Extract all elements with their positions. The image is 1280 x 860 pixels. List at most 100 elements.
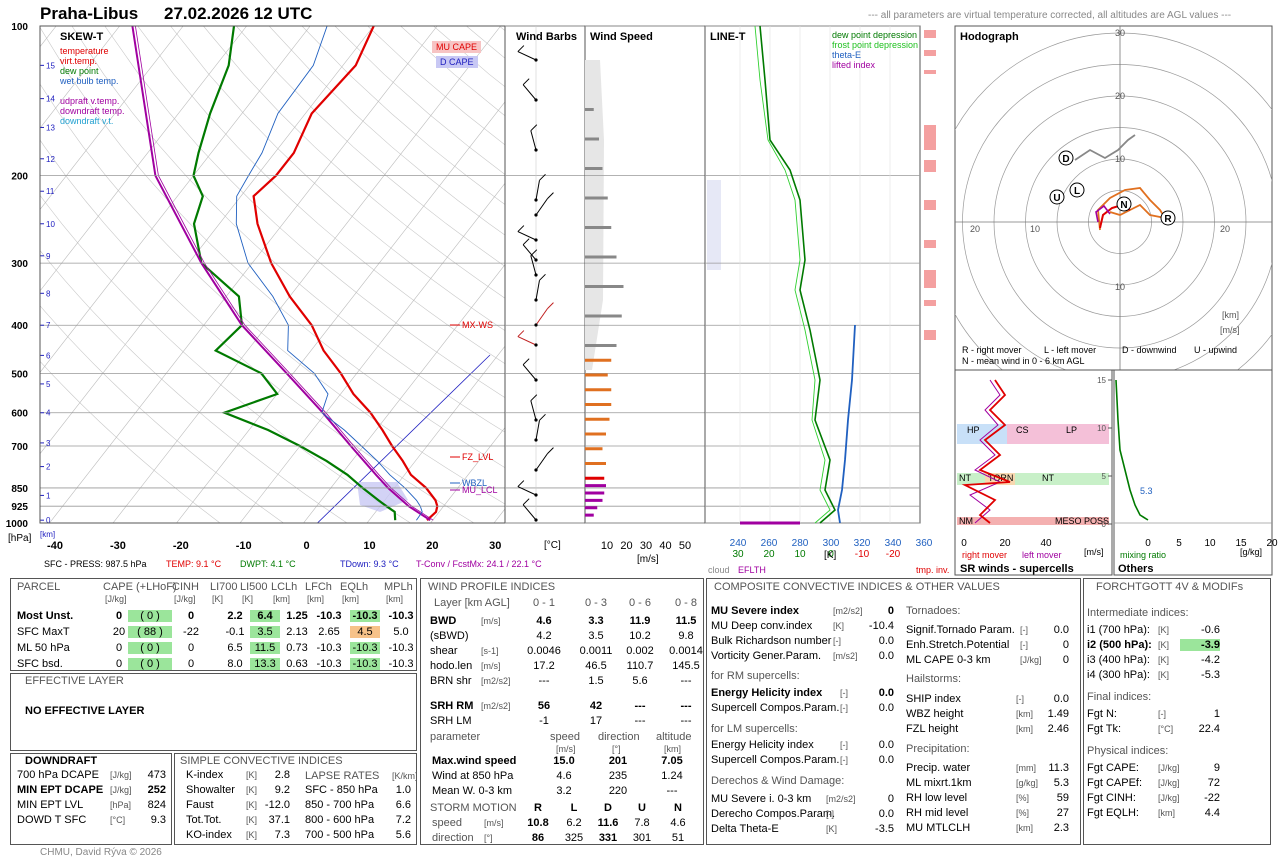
wind-speed-bar	[585, 373, 608, 377]
km-tick-label: 10	[46, 220, 55, 229]
others-value: 5.3	[1140, 486, 1153, 496]
wind-barb-flag	[517, 480, 525, 487]
parcel-cell: 0	[115, 658, 123, 670]
wspeed-tick-label: 20	[620, 540, 632, 552]
effective-title: EFFECTIVE LAYER	[25, 675, 124, 687]
fgt-final-title: Final indices:	[1087, 691, 1152, 703]
composite-row-unit: [mm]	[1016, 763, 1036, 773]
composite-row-name: Derecho Compos.Param.	[711, 808, 836, 820]
wind-barb-dot	[534, 98, 538, 102]
wind-barb-staff	[535, 308, 548, 326]
composite-row-value: 0.0	[878, 739, 894, 751]
wind-speed-bar	[585, 344, 617, 347]
storm-cell: 4.6	[670, 817, 686, 829]
storm-motion-marker	[1058, 150, 1074, 166]
km-tick-label: 8	[46, 289, 51, 298]
linet-top-tick: 320	[854, 538, 871, 549]
legend-frost-depression: frost point depression	[832, 40, 919, 50]
wind-barb-flag	[517, 225, 525, 232]
isotherm-line	[40, 26, 311, 373]
wspeed-tick-label: 40	[659, 540, 671, 552]
sr-zone-label: HP	[967, 425, 980, 435]
simple-row-name: Showalter	[186, 784, 235, 796]
fgt-row-unit: [K]	[1158, 655, 1170, 665]
temp-inversion-bar	[924, 280, 936, 288]
simple-row-name: KO-index	[186, 829, 232, 841]
parcel-col-unit: [K]	[212, 594, 224, 604]
simple-row-unit: [K]	[246, 785, 258, 795]
linet-frame	[704, 25, 921, 524]
dry-adiabat-line	[137, 26, 505, 365]
wp-param-cell: ---	[666, 785, 678, 797]
wp-cell: 11.5	[675, 615, 697, 627]
parcel-title: PARCEL	[17, 581, 61, 593]
linet-bottom-tick: -20	[886, 549, 901, 560]
fgt-inter-title: Intermediate indices:	[1087, 607, 1189, 619]
composite-row-name: RH mid level	[906, 807, 969, 819]
storm-row-unit: [°]	[484, 833, 493, 843]
composite-row-value: 0.0	[878, 808, 894, 820]
composite-row-name: Supercell Compos.Param.	[711, 754, 840, 766]
wp-row-name: hodo.len	[430, 660, 473, 672]
temp-inversion-bar	[924, 125, 936, 150]
wind-barb-staff	[535, 180, 540, 201]
composite-row-unit: [K]	[833, 621, 845, 631]
wp-cell: 42	[589, 700, 603, 712]
wp-param-cell: 201	[608, 755, 628, 767]
downdraft-box	[10, 753, 172, 845]
parcel-cell: 0.73	[286, 642, 308, 654]
composite-row-name: RH low level	[906, 792, 968, 804]
wp-cell: -1	[539, 715, 549, 727]
wp-row-name: SRH LM	[430, 715, 472, 727]
sr-x-tick: 40	[1040, 538, 1052, 549]
dry-adiabat-line	[170, 26, 505, 331]
composite-row-value: 11.3	[1048, 762, 1069, 774]
wp-cell: 56	[537, 700, 551, 712]
hodo-tick-label: 10	[1115, 282, 1125, 292]
sfc-press-info: SFC - PRESS: 987.5 hPa	[44, 559, 147, 569]
storm-col-header: N	[674, 802, 682, 814]
isotherm-line	[49, 26, 438, 523]
sr-zone-label: CS	[1016, 425, 1029, 435]
parcel-row-name: Most Unst.	[17, 610, 74, 622]
parcel-cell: -10.3	[316, 642, 342, 654]
dry-adiabat-line	[203, 26, 505, 299]
sr-x-tick: 20	[999, 538, 1011, 549]
wbzl-line	[316, 354, 491, 523]
hodo-legend-n: N - mean wind in 0 - 6 km AGL	[962, 356, 1085, 366]
wind-barb-dot	[534, 58, 538, 62]
composite-row-unit: [%]	[1016, 808, 1030, 818]
composite-row-value: 2.46	[1047, 723, 1069, 735]
composite-row-unit: [m2/s2]	[833, 606, 863, 616]
wind-barb-staff	[517, 336, 537, 346]
wind-barb-flag	[530, 124, 538, 132]
wind-speed-bar	[585, 137, 599, 141]
wp-row-unit: [s-1]	[481, 646, 499, 656]
km-tick-label: 1	[46, 491, 51, 500]
wind-profile-title: WIND PROFILE INDICES	[428, 581, 556, 593]
simple-row-value: 37.1	[268, 814, 290, 826]
storm-col-header: R	[534, 802, 542, 814]
sr-zone-label: NM	[959, 516, 973, 526]
km-tick-label: 11	[46, 187, 55, 196]
km-tick-label: 14	[46, 95, 55, 104]
linet-top-tick: 300	[823, 538, 840, 549]
wind-barb-flag	[547, 302, 554, 309]
composite-row-unit: [-]	[1020, 625, 1028, 635]
parcel-cell: -0.1	[225, 626, 245, 638]
sounding-charts: 1002003004005006007008509251000151413121…	[6, 22, 1278, 576]
no-effective-layer: NO EFFECTIVE LAYER	[25, 705, 145, 717]
parcel-col-unit: [J/kg]	[105, 594, 127, 604]
composite-row-name: MU MTLCLH	[906, 822, 971, 834]
layer-label: Layer [km AGL]	[434, 597, 510, 609]
parcel-cell: 0	[187, 658, 195, 670]
composite-row-value: 0.0	[878, 754, 894, 766]
temp-tick-label: 20	[426, 540, 438, 552]
simple-row-unit: [K]	[246, 815, 258, 825]
hodo-frame	[954, 25, 1273, 371]
sr-legend-lm: left mover	[1022, 550, 1062, 560]
parcel-cell: -10.3	[316, 658, 342, 670]
storm-motion-letter: N	[1120, 200, 1127, 211]
wp-cell: 11.9	[629, 615, 651, 627]
